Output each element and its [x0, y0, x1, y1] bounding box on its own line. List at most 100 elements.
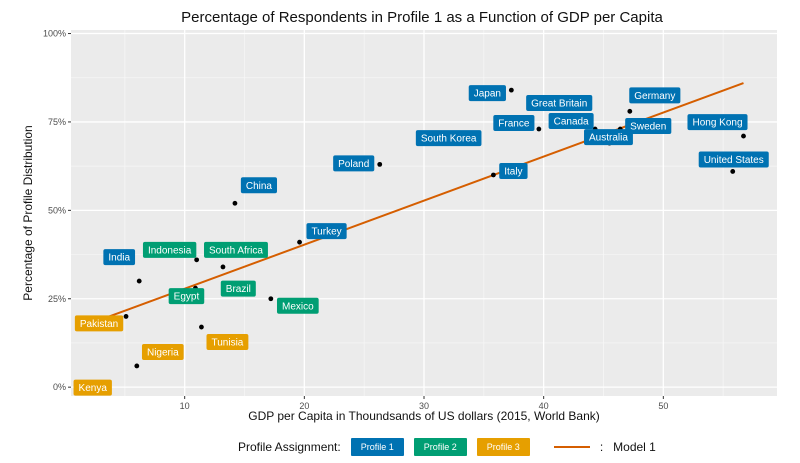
point-label-box: [103, 249, 136, 266]
point-label-text: Japan: [474, 89, 501, 100]
point-label: South Africa: [204, 241, 268, 258]
point-label: Great Britain: [526, 94, 593, 111]
point-label-box: [240, 177, 278, 194]
point-label-text: Germany: [634, 91, 675, 102]
point-label-text: United States: [704, 155, 764, 166]
point-label: South Korea: [415, 130, 482, 147]
point-label-text: Kenya: [79, 383, 108, 394]
data-point: [297, 239, 302, 245]
legend-profile1: Profile 1: [350, 438, 404, 456]
axes: 10 20 30 40 50 0% 25% 50% 75% 100%: [43, 29, 668, 411]
point-label-text: Great Britain: [531, 98, 587, 109]
point-label: China: [240, 177, 278, 194]
y-tick-label: 75%: [48, 117, 66, 127]
point-label-text: Indonesia: [148, 245, 192, 256]
point-label-box: [306, 223, 347, 240]
y-tick-label: 0%: [53, 382, 66, 392]
y-axis-label: Percentage of Profile Distribution: [21, 125, 35, 300]
data-point: [194, 257, 200, 263]
point-label-text: Egypt: [174, 292, 200, 303]
data-point: [741, 133, 746, 139]
legend-line-swatch: [553, 446, 590, 448]
data-point: [536, 126, 542, 132]
y-tick-label: 50%: [48, 205, 66, 215]
point-label-box: [698, 151, 769, 168]
point-label-text: Brazil: [226, 284, 251, 295]
point-label-box: [629, 87, 681, 104]
data-point: [627, 108, 633, 114]
data-point: [377, 161, 383, 167]
point-label-box: [526, 94, 593, 111]
point-label-box: [468, 85, 506, 102]
point-label: Brazil: [220, 280, 256, 297]
point-label: Nigeria: [141, 343, 184, 360]
point-label-text: South Africa: [209, 245, 263, 256]
point-label: Australia: [584, 129, 633, 146]
point-label: Egypt: [168, 288, 205, 305]
point-label-box: [415, 130, 482, 147]
point-label-text: Poland: [338, 159, 369, 170]
point-label-box: [493, 115, 535, 132]
chart-title: Percentage of Respondents in Profile 1 a…: [181, 9, 663, 26]
data-point: [730, 169, 736, 174]
point-label: Turkey: [306, 223, 347, 240]
point-label-box: [276, 297, 319, 314]
point-label-text: Hong Kong: [692, 118, 742, 129]
point-label-box: [499, 162, 528, 179]
y-tick-label: 25%: [48, 294, 66, 304]
point-label-text: Turkey: [311, 227, 341, 238]
point-label: United States: [698, 151, 769, 168]
point-label-box: [584, 129, 633, 146]
data-point: [199, 324, 204, 330]
point-label-box: [142, 241, 197, 258]
x-tick-label: 50: [658, 401, 668, 411]
data-point: [123, 314, 129, 319]
point-label-text: India: [108, 253, 130, 264]
point-label-box: [204, 241, 268, 258]
point-label: Hong Kong: [687, 114, 748, 131]
x-tick-label: 20: [299, 401, 309, 411]
x-tick-label: 30: [419, 401, 429, 411]
point-label-text: Sweden: [630, 122, 666, 133]
point-label-text: France: [498, 119, 530, 130]
data-point: [134, 363, 140, 369]
point-label: Germany: [629, 87, 681, 104]
legend-profile2: Profile 2: [413, 438, 467, 456]
x-tick-label: 10: [180, 401, 190, 411]
point-label-box: [141, 343, 184, 360]
data-point: [232, 200, 238, 206]
point-label: Japan: [468, 85, 506, 102]
point-label: India: [103, 249, 136, 266]
point-label-box: [220, 280, 256, 297]
x-axis-label: GDP per Capita in Thoundsands of US doll…: [248, 409, 600, 423]
point-label-box: [333, 155, 375, 172]
point-label: France: [493, 115, 535, 132]
point-label: Pakistan: [74, 315, 124, 332]
point-label: Poland: [333, 155, 375, 172]
point-label: Italy: [499, 162, 528, 179]
legend-title: Profile Assignment:: [238, 440, 341, 454]
legend-model: Model 1: [613, 440, 656, 454]
point-label: Mexico: [276, 297, 319, 314]
point-label-box: [74, 315, 124, 332]
data-point: [491, 172, 496, 178]
point-label-text: Mexico: [282, 301, 314, 312]
chart-svg: Percentage of Respondents in Profile 1 a…: [21, 9, 777, 423]
x-tick-label: 40: [539, 401, 549, 411]
point-label-text: Italy: [504, 166, 522, 177]
point-label-text: Nigeria: [147, 347, 179, 358]
data-point: [136, 278, 142, 284]
point-label-box: [687, 114, 748, 131]
point-label-text: Australia: [589, 133, 628, 144]
point-label-text: South Korea: [421, 134, 477, 145]
point-label-text: Pakistan: [80, 319, 118, 330]
legend: Profile Assignment: Profile 1 Profile 2 …: [0, 430, 800, 463]
point-label: Sweden: [625, 118, 672, 135]
point-label-text: China: [246, 181, 273, 192]
point-label-box: [548, 113, 594, 130]
point-label: Kenya: [73, 379, 112, 396]
point-label-box: [73, 379, 112, 396]
point-label: Tunisia: [206, 334, 249, 351]
point-label-text: Canada: [554, 117, 589, 128]
